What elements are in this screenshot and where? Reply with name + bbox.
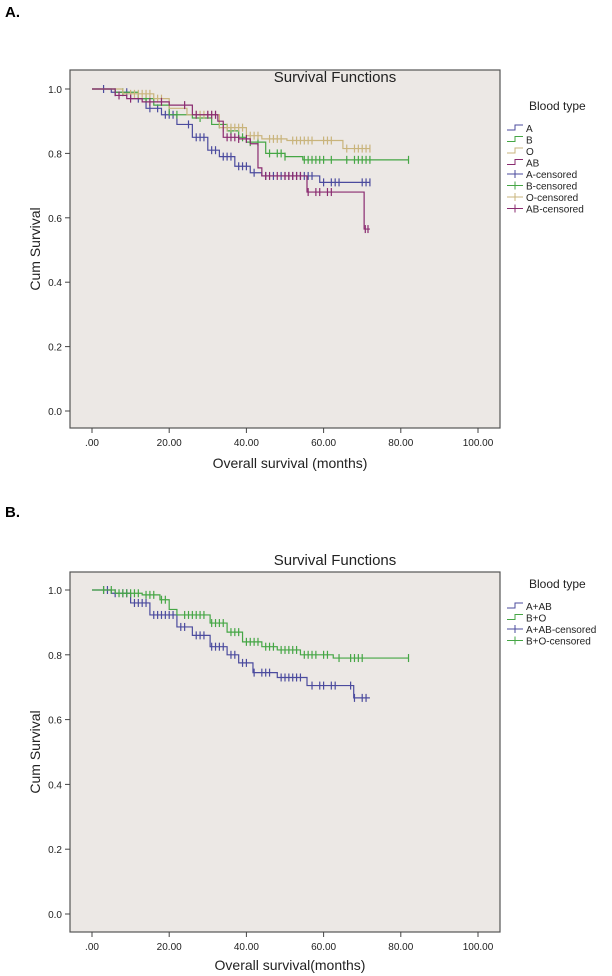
y-tick-label: 1.0	[48, 586, 62, 597]
y-tick-label: 0.0	[48, 910, 62, 921]
legend-item: B+O-censored	[507, 636, 591, 648]
legend-step-icon	[507, 614, 523, 620]
x-tick-label: 100.00	[463, 438, 494, 449]
x-axis-label: Overall survival(months)	[215, 957, 366, 973]
x-tick-label: 80.00	[388, 942, 413, 953]
panel-label-a: A.	[5, 4, 20, 21]
y-tick-label: 0.2	[48, 845, 62, 856]
legend-item: AB	[507, 159, 540, 170]
legend-item: O	[507, 147, 534, 158]
y-axis-label: Cum Survival	[27, 207, 43, 290]
legend-label: AB	[526, 159, 540, 170]
legend-title: Blood type	[529, 577, 586, 591]
x-tick-label: 60.00	[311, 438, 336, 449]
legend-label: B	[526, 136, 533, 147]
x-tick-label: 100.00	[463, 942, 494, 953]
x-tick-label: 80.00	[388, 438, 413, 449]
y-tick-label: 0.0	[48, 407, 62, 418]
panel-label-b: B.	[5, 504, 20, 521]
legend-label: A-censored	[526, 170, 577, 181]
legend-item: B-censored	[507, 181, 577, 193]
x-tick-label: 20.00	[157, 942, 182, 953]
legend-label: A+AB	[526, 602, 552, 613]
y-tick-label: 0.6	[48, 716, 62, 727]
legend-item: A+AB-censored	[507, 625, 596, 636]
legend-step-icon	[507, 159, 523, 165]
y-tick-label: 0.8	[48, 651, 62, 662]
legend-item: A-censored	[507, 170, 577, 181]
chart-title: Survival Functions	[274, 552, 397, 569]
legend-label: B-censored	[526, 182, 577, 193]
legend-label: O-censored	[526, 193, 578, 204]
y-tick-label: 1.0	[48, 85, 62, 96]
legend-label: AB-censored	[526, 205, 584, 216]
y-tick-label: 0.6	[48, 214, 62, 225]
chart-panel-1: Survival Functions Overall survival(month…	[27, 552, 596, 973]
legend-step-icon	[507, 136, 523, 142]
chart-title: Survival Functions	[274, 69, 397, 86]
y-tick-label: 0.4	[48, 780, 62, 791]
legend-label: B+O	[526, 614, 547, 625]
x-tick-label: .00	[85, 942, 99, 953]
plot-area	[69, 69, 501, 429]
legend-item: A+AB	[507, 602, 552, 613]
chart-panel-0: Survival Functions Overall survival (mont…	[27, 69, 586, 471]
legend-label: A+AB-censored	[526, 625, 596, 636]
x-tick-label: 20.00	[157, 438, 182, 449]
legend-item: O-censored	[507, 193, 578, 204]
x-tick-label: .00	[85, 438, 99, 449]
legend-item: B+O	[507, 614, 547, 625]
x-axis-label: Overall survival (months)	[213, 455, 368, 471]
legend-item: AB-censored	[507, 204, 584, 216]
legend-title: Blood type	[529, 99, 586, 113]
y-tick-label: 0.8	[48, 149, 62, 160]
y-tick-label: 0.2	[48, 343, 62, 354]
legend-step-icon	[507, 147, 523, 154]
legend-label: B+O-censored	[526, 637, 591, 648]
legend-label: A	[526, 124, 533, 135]
legend-label: O	[526, 147, 534, 158]
x-tick-label: 60.00	[311, 942, 336, 953]
survival-curve-AB	[92, 88, 370, 230]
y-axis-label: Cum Survival	[27, 710, 43, 793]
x-tick-label: 40.00	[234, 438, 259, 449]
y-tick-label: 0.4	[48, 278, 62, 289]
legend-step-icon	[507, 124, 523, 131]
legend-step-icon	[507, 602, 523, 609]
plot-area	[69, 571, 501, 933]
x-tick-label: 40.00	[234, 942, 259, 953]
survival-curve-A+AB	[92, 589, 370, 699]
legend-item: B	[507, 136, 533, 147]
legend-item: A	[507, 124, 533, 135]
